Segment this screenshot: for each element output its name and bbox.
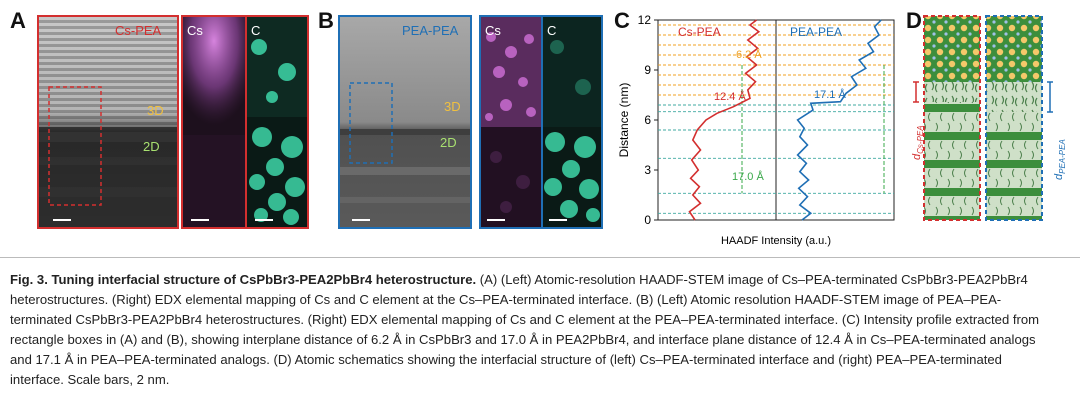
scale-bar-cs-b <box>487 219 505 221</box>
atomic-schematic: dCs-PEA dPEA-PEA <box>911 15 1067 221</box>
chart-right-title: PEA-PEA <box>790 25 842 39</box>
caption-title: Tuning interfacial structure of CsPbBr3-… <box>51 272 477 287</box>
schematic-right-border <box>985 15 1043 221</box>
x-axis-label: HAADF Intensity (a.u.) <box>721 235 831 247</box>
edx-map-cs-a: Cs <box>181 15 245 229</box>
schematic-right-interface <box>986 82 1042 112</box>
caption-fig-number: Fig. 3. <box>10 272 48 287</box>
label-3d-b: 3D <box>444 99 461 114</box>
edx-texture-c-b <box>543 17 601 222</box>
chart-dashed-lines <box>658 24 894 214</box>
annotation-17-0: 17.0 Å <box>732 170 764 183</box>
annotation-6-2: 6.2 Å <box>736 48 762 61</box>
chart-series <box>688 19 882 221</box>
caption-line-6: interface. Scale bars, 2 nm. <box>10 372 170 387</box>
caption-divider <box>0 257 1080 258</box>
edx-texture-cs-b <box>481 17 541 227</box>
caption-line-3: terminated CsPbBr3-PEA2PbBr4 heterostruc… <box>10 312 1040 327</box>
haadf-image-pea-pea: PEA-PEA 3D 2D <box>338 15 472 229</box>
panel-letter-c: C <box>614 8 630 33</box>
edx-map-c-b: C <box>541 15 603 229</box>
map-label-cs-b: Cs <box>485 23 501 38</box>
map-label-c-a: C <box>251 23 261 38</box>
haadf-texture-a <box>39 17 177 227</box>
scale-bar-c-a <box>255 219 273 221</box>
y-tick-label-1: 3 <box>644 163 651 177</box>
y-tick-label-2: 6 <box>644 113 651 127</box>
panel-letter-b: B <box>318 8 334 33</box>
scale-bar-a <box>53 219 71 221</box>
chart-left-title: Cs-PEA <box>678 25 721 39</box>
edx-texture-cs-a <box>183 17 245 227</box>
schematic-left-interface <box>924 82 980 102</box>
y-tick-label-3: 9 <box>644 63 651 77</box>
caption-line-4: rectangle boxes in (A) and (B), showing … <box>10 332 1036 347</box>
caption-body-1: (A) (Left) Atomic-resolution HAADF-STEM … <box>479 272 1028 287</box>
haadf-image-cs-pea: Cs-PEA 3D 2D <box>37 15 179 229</box>
series-line-pea-pea <box>796 19 882 221</box>
d-pea-pea-label: dPEA-PEA <box>1053 139 1067 180</box>
intensity-profile-chart: 0 3 6 9 12 Distance (nm) HAADF Intensity (a.… <box>617 13 895 247</box>
series-line-cs-pea <box>688 19 761 221</box>
y-tick-label-4: 12 <box>638 13 652 27</box>
figure-caption: Fig. 3. Tuning interfacial structure of … <box>10 270 1072 390</box>
panel-letter-d: D <box>906 8 922 33</box>
y-axis-ticks: 0 3 6 9 12 <box>638 13 658 227</box>
edx-map-cs-b: Cs <box>479 15 541 229</box>
haadf-texture-b <box>340 17 470 227</box>
label-2d-b: 2D <box>440 135 457 150</box>
edx-map-c-a: C <box>245 15 309 229</box>
panel-b-title: PEA-PEA <box>402 23 459 38</box>
scale-bar-c-b <box>549 219 567 221</box>
map-label-c-b: C <box>547 23 557 38</box>
schematic-left-border <box>923 15 981 221</box>
schematic-right-3d <box>986 16 1042 82</box>
edx-texture-c-a <box>247 17 307 225</box>
y-axis-label: Distance (nm) <box>617 83 631 158</box>
scale-bar-cs-a <box>191 219 209 221</box>
label-3d-a: 3D <box>147 103 164 118</box>
annotation-12-4: 12.4 Å <box>714 90 746 103</box>
schematic-left-2d <box>924 102 980 220</box>
annotation-17-1: 17.1 Å <box>814 88 846 101</box>
map-label-cs-a: Cs <box>187 23 203 38</box>
caption-line-1: Fig. 3. Tuning interfacial structure of … <box>10 270 1072 290</box>
d-cs-pea-label: dCs-PEA <box>911 125 925 160</box>
panel-letter-a: A <box>10 8 26 33</box>
panel-a-title: Cs-PEA <box>115 23 162 38</box>
caption-line-5: and 17.1 Å in PEA–PEA-terminated analogs… <box>10 352 1002 367</box>
label-2d-a: 2D <box>143 139 160 154</box>
caption-line-2: heterostructures. (Right) EDX elemental … <box>10 292 1002 307</box>
schematic-left-3d <box>924 16 980 82</box>
scale-bar-b <box>352 219 370 221</box>
y-tick-label-0: 0 <box>644 213 651 227</box>
schematic-right-2d <box>986 112 1042 220</box>
